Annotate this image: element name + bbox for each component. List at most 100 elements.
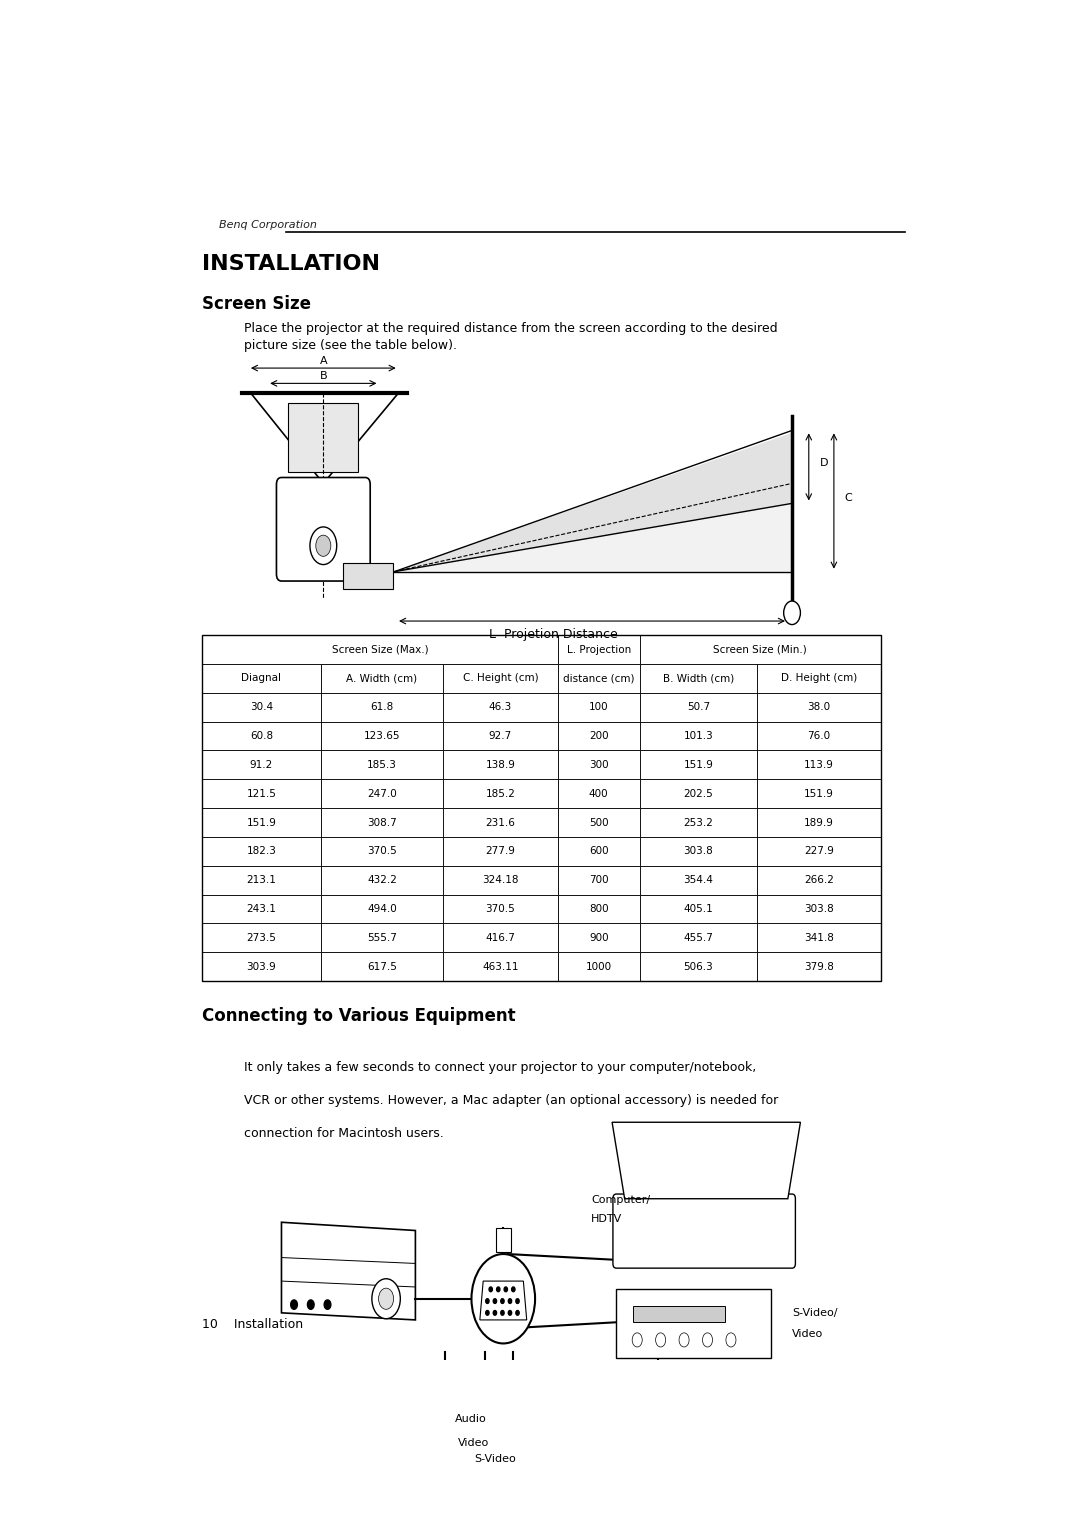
Polygon shape bbox=[394, 503, 792, 571]
Circle shape bbox=[679, 1332, 689, 1348]
Bar bbox=[557, 692, 639, 721]
Text: Connecting to Various Equipment: Connecting to Various Equipment bbox=[202, 1007, 515, 1025]
Bar bbox=[202, 866, 321, 894]
Text: 138.9: 138.9 bbox=[485, 759, 515, 770]
Text: Screen Size (Max.): Screen Size (Max.) bbox=[332, 645, 428, 654]
Bar bbox=[639, 952, 757, 981]
Text: 277.9: 277.9 bbox=[485, 847, 515, 856]
Bar bbox=[557, 837, 639, 866]
Polygon shape bbox=[612, 1122, 800, 1199]
Text: 455.7: 455.7 bbox=[684, 932, 713, 943]
Text: 432.2: 432.2 bbox=[367, 876, 396, 885]
Text: D. Height (cm): D. Height (cm) bbox=[781, 674, 856, 683]
Bar bbox=[757, 894, 881, 923]
Circle shape bbox=[516, 1299, 519, 1303]
Text: VCR or other systems. However, a Mac adapter (an optional accessory) is needed f: VCR or other systems. However, a Mac ada… bbox=[244, 1094, 778, 1106]
Text: 231.6: 231.6 bbox=[485, 817, 515, 828]
Text: 555.7: 555.7 bbox=[367, 932, 396, 943]
Text: 189.9: 189.9 bbox=[804, 817, 834, 828]
Text: Screen Size: Screen Size bbox=[202, 295, 311, 313]
Text: L. Projection: L. Projection bbox=[567, 645, 631, 654]
Bar bbox=[321, 779, 443, 808]
Text: 202.5: 202.5 bbox=[684, 788, 713, 799]
Bar bbox=[202, 808, 321, 837]
Text: A. Width (cm): A. Width (cm) bbox=[347, 674, 418, 683]
Text: Diagnal: Diagnal bbox=[242, 674, 282, 683]
Text: 370.5: 370.5 bbox=[486, 905, 515, 914]
Circle shape bbox=[310, 527, 337, 564]
Text: 600: 600 bbox=[589, 847, 608, 856]
FancyBboxPatch shape bbox=[342, 564, 393, 590]
FancyBboxPatch shape bbox=[276, 477, 370, 581]
Text: 247.0: 247.0 bbox=[367, 788, 396, 799]
Circle shape bbox=[504, 1287, 508, 1291]
Text: 91.2: 91.2 bbox=[249, 759, 273, 770]
Circle shape bbox=[379, 1288, 393, 1309]
Polygon shape bbox=[480, 1280, 527, 1320]
Bar bbox=[557, 952, 639, 981]
Text: 213.1: 213.1 bbox=[246, 876, 276, 885]
Bar bbox=[202, 665, 321, 692]
Text: 341.8: 341.8 bbox=[804, 932, 834, 943]
Bar bbox=[639, 692, 757, 721]
Bar bbox=[202, 721, 321, 750]
Bar bbox=[321, 665, 443, 692]
Text: 300: 300 bbox=[589, 759, 608, 770]
Text: C. Height (cm): C. Height (cm) bbox=[462, 674, 538, 683]
Bar bbox=[321, 808, 443, 837]
Text: Place the projector at the required distance from the screen according to the de: Place the projector at the required dist… bbox=[244, 322, 778, 335]
Bar bbox=[557, 779, 639, 808]
Text: Video: Video bbox=[458, 1438, 489, 1447]
Text: 324.18: 324.18 bbox=[482, 876, 518, 885]
Bar bbox=[557, 750, 639, 779]
Text: D: D bbox=[820, 458, 828, 469]
Bar bbox=[639, 779, 757, 808]
Text: 494.0: 494.0 bbox=[367, 905, 396, 914]
Text: L  Projetion Distance: L Projetion Distance bbox=[489, 628, 618, 642]
Bar bbox=[321, 750, 443, 779]
Bar bbox=[443, 866, 557, 894]
Bar bbox=[202, 750, 321, 779]
Text: 185.2: 185.2 bbox=[485, 788, 515, 799]
Text: Screen Size (Min.): Screen Size (Min.) bbox=[714, 645, 807, 654]
FancyBboxPatch shape bbox=[613, 1193, 795, 1268]
Bar bbox=[202, 692, 321, 721]
Bar bbox=[443, 894, 557, 923]
Text: 370.5: 370.5 bbox=[367, 847, 396, 856]
Circle shape bbox=[438, 1455, 451, 1473]
Text: Video: Video bbox=[792, 1329, 823, 1339]
Bar bbox=[202, 923, 321, 952]
Bar bbox=[202, 837, 321, 866]
Bar bbox=[757, 750, 881, 779]
Text: 354.4: 354.4 bbox=[684, 876, 713, 885]
Text: B: B bbox=[320, 371, 327, 380]
Text: 500: 500 bbox=[589, 817, 608, 828]
Bar bbox=[757, 779, 881, 808]
Text: 46.3: 46.3 bbox=[489, 703, 512, 712]
Text: 123.65: 123.65 bbox=[364, 730, 401, 741]
Bar bbox=[617, 1290, 771, 1357]
Bar bbox=[443, 779, 557, 808]
Bar bbox=[202, 636, 881, 981]
Circle shape bbox=[315, 535, 330, 556]
Bar bbox=[443, 837, 557, 866]
Bar bbox=[633, 1306, 725, 1322]
Polygon shape bbox=[282, 1222, 416, 1320]
Circle shape bbox=[726, 1332, 735, 1348]
Text: 76.0: 76.0 bbox=[807, 730, 831, 741]
Text: 273.5: 273.5 bbox=[246, 932, 276, 943]
Circle shape bbox=[486, 1299, 489, 1303]
Text: 303.8: 303.8 bbox=[684, 847, 713, 856]
Text: S-Video: S-Video bbox=[474, 1455, 516, 1464]
Text: C: C bbox=[845, 492, 852, 503]
Bar bbox=[757, 721, 881, 750]
Bar bbox=[639, 923, 757, 952]
Bar bbox=[757, 837, 881, 866]
Circle shape bbox=[501, 1311, 504, 1316]
Bar bbox=[202, 636, 557, 665]
FancyBboxPatch shape bbox=[288, 403, 359, 472]
Bar bbox=[321, 923, 443, 952]
Text: 800: 800 bbox=[589, 905, 608, 914]
Bar bbox=[639, 665, 757, 692]
Bar bbox=[757, 808, 881, 837]
